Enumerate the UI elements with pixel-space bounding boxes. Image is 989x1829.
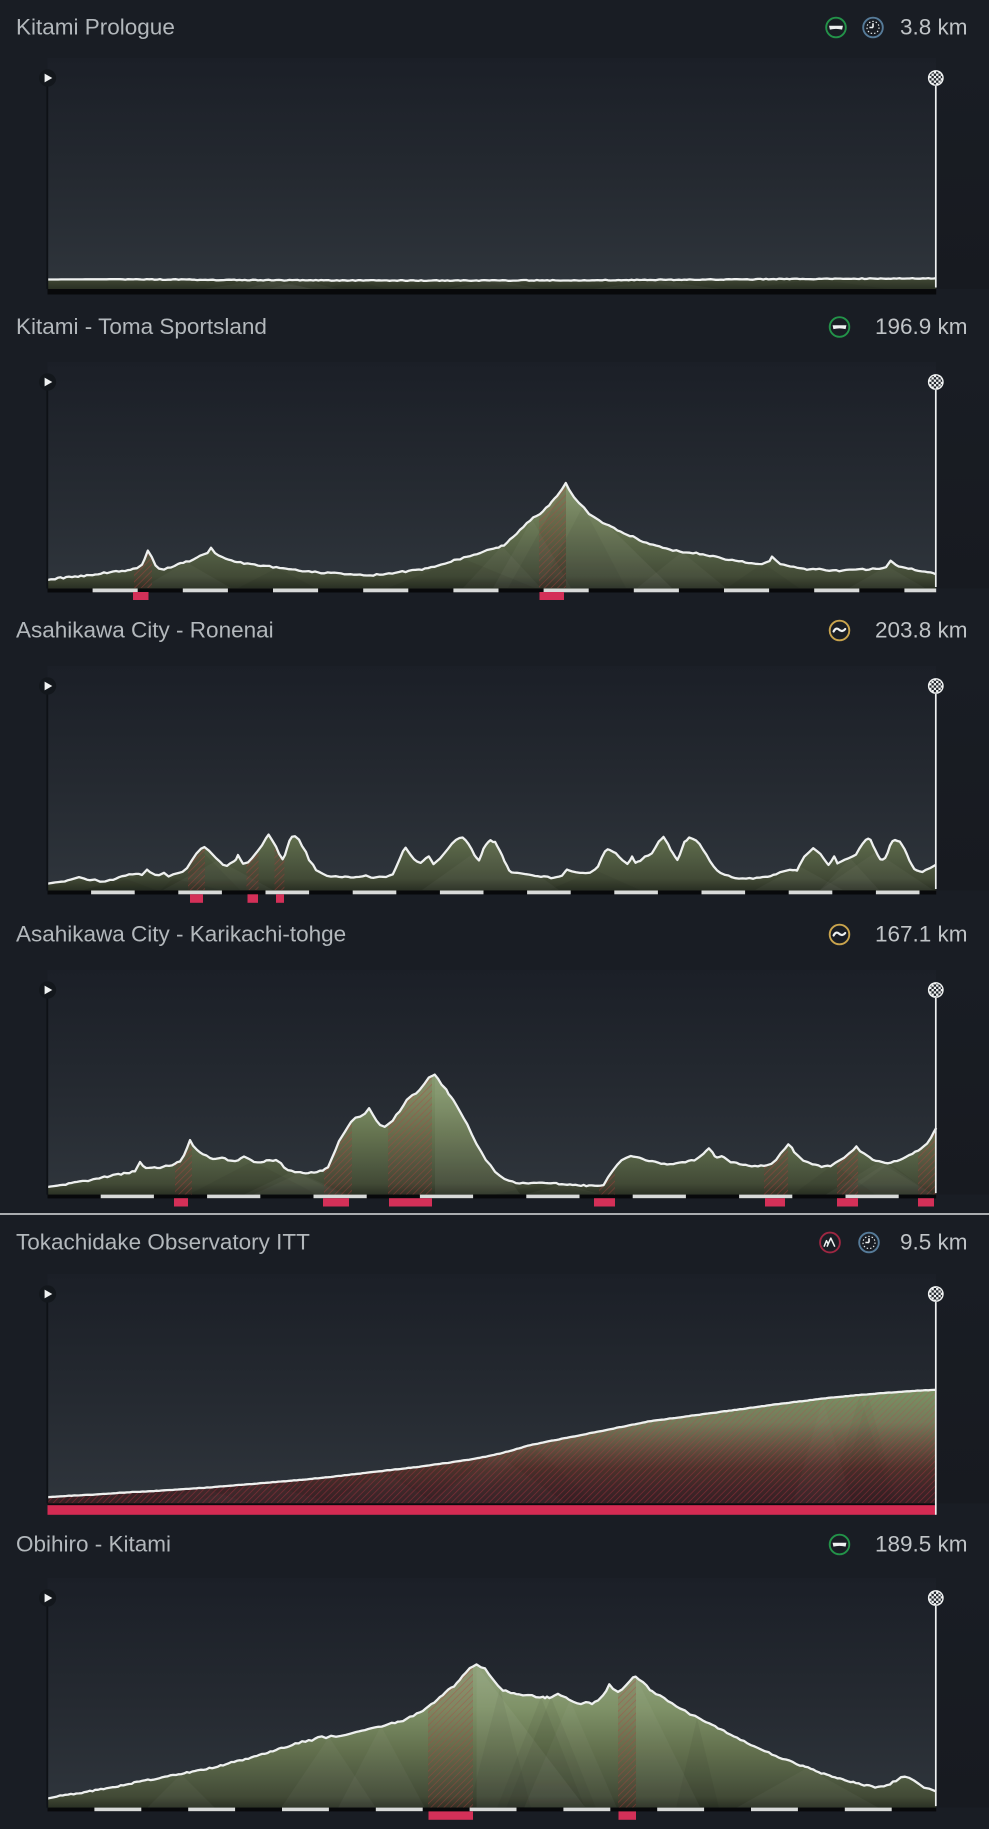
svg-text:9.5 km: 9.5 km <box>900 1230 968 1255</box>
svg-text:Kitami Prologue: Kitami Prologue <box>16 15 175 40</box>
svg-text:Tokachidake Observatory ITT: Tokachidake Observatory ITT <box>16 1230 310 1255</box>
svg-text:167.1 km: 167.1 km <box>875 922 968 947</box>
svg-text:Asahikawa City - Ronenai: Asahikawa City - Ronenai <box>16 618 274 643</box>
svg-text:Kitami - Toma Sportsland: Kitami - Toma Sportsland <box>16 314 267 339</box>
svg-text:Obihiro - Kitami: Obihiro - Kitami <box>16 1532 171 1557</box>
svg-text:3.8 km: 3.8 km <box>900 15 968 40</box>
svg-text:189.5 km: 189.5 km <box>875 1532 968 1557</box>
svg-text:Asahikawa City - Karikachi-toh: Asahikawa City - Karikachi-tohge <box>16 922 346 947</box>
svg-text:203.8 km: 203.8 km <box>875 618 968 643</box>
svg-text:196.9 km: 196.9 km <box>875 314 968 339</box>
